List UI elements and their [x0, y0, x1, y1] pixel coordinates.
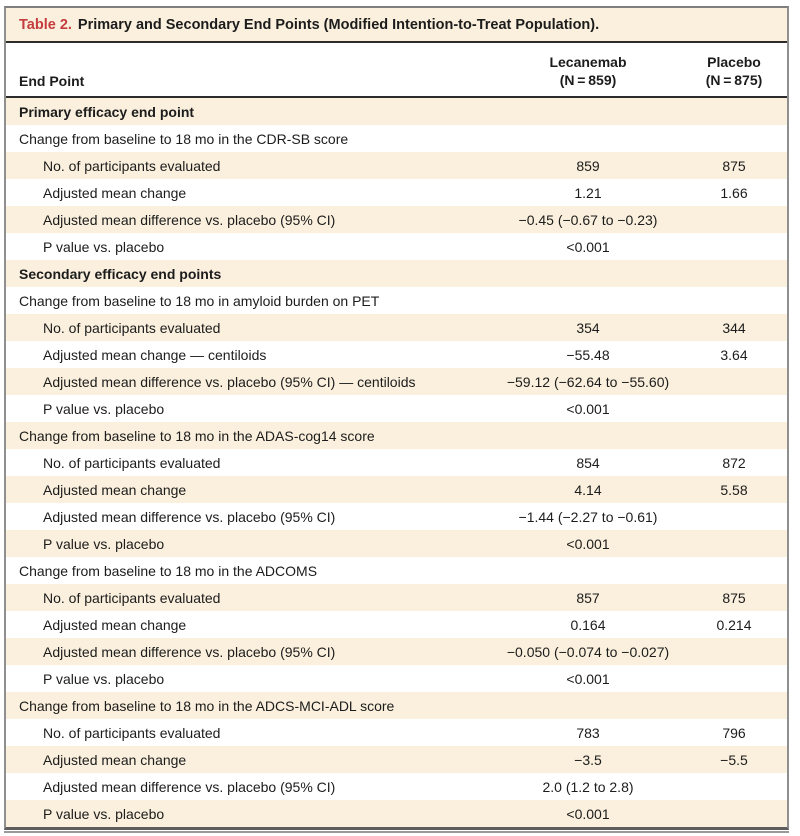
row-label: Change from baseline to 18 mo in the ADC… [19, 697, 395, 714]
row-label: Adjusted mean difference vs. placebo (95… [43, 643, 336, 660]
table-row: Adjusted mean difference vs. placebo (95… [6, 773, 787, 800]
table-row: Secondary efficacy end points [6, 260, 787, 287]
table-row: P value vs. placebo <0.001 [6, 530, 787, 557]
row-label: No. of participants evaluated [43, 157, 221, 174]
placebo-value: 872 [722, 454, 746, 471]
lecanemab-value: −55.48 [566, 346, 610, 363]
table-row: Change from baseline to 18 mo in the ADA… [6, 422, 787, 449]
placebo-header-line2: (N = 875) [705, 71, 763, 88]
lecanemab-value: 0.164 [570, 616, 606, 633]
row-label: No. of participants evaluated [43, 589, 221, 606]
row-label: Adjusted mean change [43, 616, 187, 633]
table-row: No. of participants evaluated 354 344 [6, 314, 787, 341]
row-label: P value vs. placebo [43, 535, 165, 552]
table-row: Primary efficacy end point [6, 98, 787, 125]
lecanemab-value: 2.0 (1.2 to 2.8) [542, 778, 634, 795]
table-row: Adjusted mean change 0.164 0.214 [6, 611, 787, 638]
table-row: P value vs. placebo <0.001 [6, 395, 787, 422]
lecanemab-value: −0.45 (−0.67 to −0.23) [518, 211, 658, 228]
column-header-endpoint: End Point [19, 73, 85, 89]
row-label: Change from baseline to 18 mo in the ADA… [19, 427, 375, 444]
lecanemab-value: 857 [576, 589, 600, 606]
table-row: Adjusted mean change — centiloids −55.48… [6, 341, 787, 368]
placebo-value: 5.58 [720, 481, 748, 498]
row-label: P value vs. placebo [43, 805, 165, 822]
row-label: No. of participants evaluated [43, 724, 221, 741]
row-label: Secondary efficacy end points [19, 265, 222, 282]
table-row: Adjusted mean difference vs. placebo (95… [6, 368, 787, 395]
table-row: Adjusted mean difference vs. placebo (95… [6, 206, 787, 233]
lecanemab-value: −1.44 (−2.27 to −0.61) [518, 508, 658, 525]
table-row: Change from baseline to 18 mo in the ADC… [6, 692, 787, 719]
placebo-header-line1: Placebo [707, 53, 761, 70]
lecanemab-value: <0.001 [566, 238, 610, 255]
table-title-bar: Table 2. Primary and Secondary End Point… [6, 8, 787, 43]
row-label: Adjusted mean difference vs. placebo (95… [43, 373, 416, 390]
lecanemab-value: 354 [576, 319, 600, 336]
lecanemab-value: 854 [576, 454, 600, 471]
lecanemab-value: <0.001 [566, 535, 610, 552]
row-label: Adjusted mean change [43, 481, 187, 498]
lecanemab-value: <0.001 [566, 400, 610, 417]
table-row: P value vs. placebo <0.001 [6, 665, 787, 692]
table-row: No. of participants evaluated 857 875 [6, 584, 787, 611]
table-row: Change from baseline to 18 mo in the CDR… [6, 125, 787, 152]
row-label: Adjusted mean change [43, 184, 187, 201]
row-label: Primary efficacy end point [19, 103, 195, 120]
row-label: P value vs. placebo [43, 670, 165, 687]
lecanemab-header-line1: Lecanemab [549, 53, 627, 70]
placebo-value: 3.64 [720, 346, 748, 363]
placebo-value: 344 [722, 319, 746, 336]
lecanemab-value: −3.5 [574, 751, 602, 768]
placebo-value: 875 [722, 157, 746, 174]
row-label: No. of participants evaluated [43, 319, 221, 336]
row-label: P value vs. placebo [43, 400, 165, 417]
table-row: No. of participants evaluated 783 796 [6, 719, 787, 746]
table-row: No. of participants evaluated 859 875 [6, 152, 787, 179]
table-row: Change from baseline to 18 mo in the ADC… [6, 557, 787, 584]
table-row: Adjusted mean change −3.5 −5.5 [6, 746, 787, 773]
table-row: Adjusted mean difference vs. placebo (95… [6, 638, 787, 665]
row-label: P value vs. placebo [43, 238, 165, 255]
table-header-row: End Point Lecanemab (N = 859) Placebo (N… [6, 43, 787, 98]
table-title-text: Primary and Secondary End Points (Modifi… [77, 16, 600, 33]
column-header-placebo: Placebo (N = 875) [681, 43, 787, 96]
table-row: Adjusted mean difference vs. placebo (95… [6, 503, 787, 530]
table-row: P value vs. placebo <0.001 [6, 233, 787, 260]
table-row: No. of participants evaluated 854 872 [6, 449, 787, 476]
lecanemab-value: <0.001 [566, 670, 610, 687]
lecanemab-value: −0.050 (−0.074 to −0.027) [506, 643, 670, 660]
row-label: Change from baseline to 18 mo in the ADC… [19, 562, 318, 579]
table-number-label: Table 2. [19, 16, 72, 33]
lecanemab-value: <0.001 [566, 805, 610, 822]
table-row: Adjusted mean change 1.21 1.66 [6, 179, 787, 206]
table-body: Primary efficacy end point Change from b… [6, 98, 787, 827]
lecanemab-header-line2: (N = 859) [559, 71, 617, 88]
lecanemab-value: −59.12 (−62.64 to −55.60) [506, 373, 670, 390]
bottom-rule [4, 831, 789, 833]
lecanemab-value: 4.14 [574, 481, 602, 498]
placebo-value: −5.5 [720, 751, 748, 768]
placebo-value: 875 [722, 589, 746, 606]
row-label: No. of participants evaluated [43, 454, 221, 471]
table-row: P value vs. placebo <0.001 [6, 800, 787, 827]
placebo-value: 1.66 [720, 184, 748, 201]
row-label: Adjusted mean difference vs. placebo (95… [43, 778, 336, 795]
lecanemab-value: 1.21 [574, 184, 602, 201]
row-label: Adjusted mean change [43, 751, 187, 768]
row-label: Change from baseline to 18 mo in amyloid… [19, 292, 380, 309]
lecanemab-value: 783 [576, 724, 600, 741]
table-row: Change from baseline to 18 mo in amyloid… [6, 287, 787, 314]
row-label: Change from baseline to 18 mo in the CDR… [19, 130, 349, 147]
placebo-value: 796 [722, 724, 746, 741]
end-points-table: Table 2. Primary and Secondary End Point… [4, 6, 789, 830]
row-label: Adjusted mean change — centiloids [43, 346, 267, 363]
row-label: Adjusted mean difference vs. placebo (95… [43, 211, 336, 228]
column-header-lecanemab: Lecanemab (N = 859) [495, 43, 681, 96]
table-row: Adjusted mean change 4.14 5.58 [6, 476, 787, 503]
row-label: Adjusted mean difference vs. placebo (95… [43, 508, 336, 525]
placebo-value: 0.214 [716, 616, 752, 633]
lecanemab-value: 859 [576, 157, 600, 174]
